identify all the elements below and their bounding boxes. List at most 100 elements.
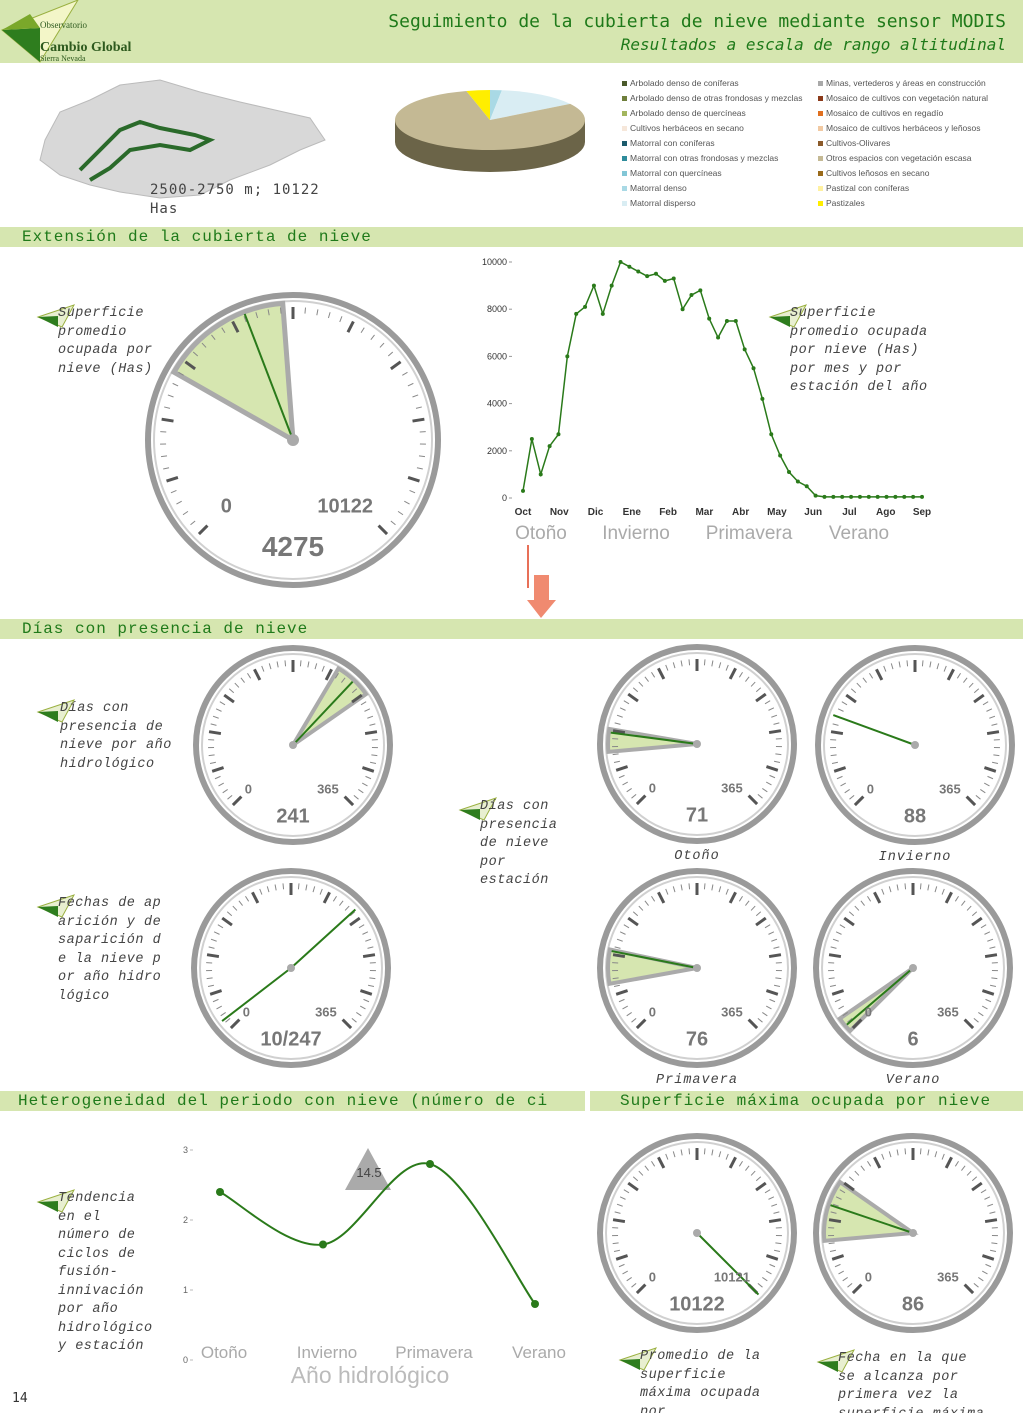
- gauge-rim: [605, 1141, 789, 1325]
- gauge-tick: [297, 883, 300, 890]
- gauge-tick: [837, 708, 844, 712]
- gauge-tick: [361, 766, 375, 773]
- gauge-tick: [632, 687, 639, 693]
- gauge-tick: [223, 693, 235, 704]
- gauge-tick: [404, 500, 410, 505]
- gauge-hub: [287, 434, 299, 446]
- y-tick-label: 4000: [487, 399, 507, 409]
- gauge-tick: [243, 316, 247, 323]
- gauge-tick: [616, 714, 623, 718]
- gauge-tick: [211, 334, 216, 340]
- gauge-tick: [206, 953, 220, 959]
- gauge-tick: [829, 1249, 837, 1253]
- legend-label: Minas, vertederos y áreas en construcció…: [826, 78, 986, 88]
- gauge-tick: [314, 663, 318, 670]
- gauge-tick: [703, 1148, 706, 1155]
- x-tick-label: Ago: [876, 507, 895, 518]
- gauge-tick: [984, 1218, 998, 1224]
- x-tick-label: Dic: [588, 507, 604, 518]
- legend-swatch: [622, 81, 627, 86]
- gauge-tick: [765, 1270, 772, 1275]
- gauge-tick: [651, 1160, 656, 1167]
- gauge-tick: [397, 510, 404, 516]
- gauge-tick: [984, 1196, 991, 1200]
- point: [707, 316, 712, 321]
- point: [662, 278, 667, 283]
- gauge-value: 88: [904, 806, 926, 828]
- legend-swatch: [622, 171, 627, 176]
- gauge-tick: [613, 984, 621, 988]
- gauge-tick: [765, 989, 779, 996]
- note: Días con presencia de nieve por año hidr…: [60, 701, 172, 772]
- org: Cambio Global: [40, 40, 132, 55]
- point: [531, 1300, 539, 1308]
- gauge-tick: [221, 916, 233, 927]
- gauge-tick: [711, 884, 714, 891]
- gauge-tick: [769, 998, 776, 1003]
- line: [522, 260, 922, 498]
- gauge-tick: [266, 886, 270, 893]
- gauge-tick: [210, 938, 217, 942]
- gauge-tick: [832, 723, 839, 726]
- gauge-tick: [632, 911, 639, 917]
- point: [884, 494, 889, 499]
- gauge-tick: [619, 1196, 626, 1200]
- legend-swatch: [818, 111, 823, 116]
- point: [654, 271, 658, 276]
- gauge-tick: [981, 989, 995, 996]
- gauge-tick: [321, 665, 325, 672]
- gauge-tick: [854, 1170, 860, 1176]
- gauge-range: [606, 947, 698, 987]
- gauge-value: 76: [686, 1029, 708, 1051]
- gauge-tick: [738, 895, 743, 902]
- gauge-tick: [225, 1017, 231, 1023]
- legend-swatch: [818, 141, 823, 146]
- gauge-tick: [838, 1270, 845, 1275]
- gauge-max: 365: [721, 781, 743, 796]
- gauge-tick: [954, 895, 959, 902]
- gauge-tick: [209, 761, 217, 765]
- legend-swatch: [818, 126, 823, 131]
- gauge-tick: [966, 905, 972, 911]
- gauge-tick: [359, 989, 373, 996]
- gauge-tick: [993, 754, 1000, 757]
- gauge-tick: [773, 1249, 781, 1253]
- gauge-tick: [359, 1005, 366, 1010]
- gauge-tick: [184, 360, 196, 371]
- gauge-tick: [980, 924, 987, 929]
- gauge-tick: [982, 701, 989, 706]
- gauge-rim: [153, 300, 433, 580]
- gauge-tick: [845, 693, 857, 704]
- gauge-tick: [268, 663, 272, 670]
- gauge-value: 71: [686, 805, 708, 827]
- x-tick-label: May: [767, 507, 787, 518]
- gauge-tick: [775, 753, 782, 756]
- gauge-tick: [387, 351, 394, 357]
- gauge-value: 86: [902, 1294, 924, 1316]
- gauge-needle: [221, 967, 292, 1022]
- gauge-tick: [961, 900, 966, 906]
- gauge-tick: [211, 766, 225, 773]
- note: Tendencia en el número de ciclos de fusi…: [58, 1191, 153, 1354]
- gauge-min: 0: [865, 1005, 872, 1020]
- point: [618, 260, 623, 264]
- gauge-tick: [941, 888, 945, 895]
- gauge-value: 10/247: [260, 1029, 321, 1051]
- gauge-tick: [927, 1149, 930, 1156]
- gauge-tick: [762, 787, 768, 793]
- org: Observatorio: [40, 20, 87, 30]
- gauge-max: 365: [937, 1270, 959, 1285]
- x-tick-label: Jul: [842, 507, 857, 518]
- x-tick-label: Jun: [804, 507, 822, 518]
- point: [636, 269, 641, 274]
- gauge-tick: [635, 1283, 647, 1295]
- gauge-rim: [201, 653, 385, 837]
- y-tick-label: 2: [183, 1215, 188, 1225]
- gauge-tick: [847, 1017, 853, 1023]
- legend-label: Arbolado denso de quercíneas: [630, 108, 746, 118]
- point: [591, 283, 596, 288]
- gauge-tick: [635, 1018, 647, 1030]
- gauge-tick: [324, 668, 333, 681]
- gauge-min: 0: [243, 1005, 250, 1020]
- gauge-tick: [377, 524, 389, 536]
